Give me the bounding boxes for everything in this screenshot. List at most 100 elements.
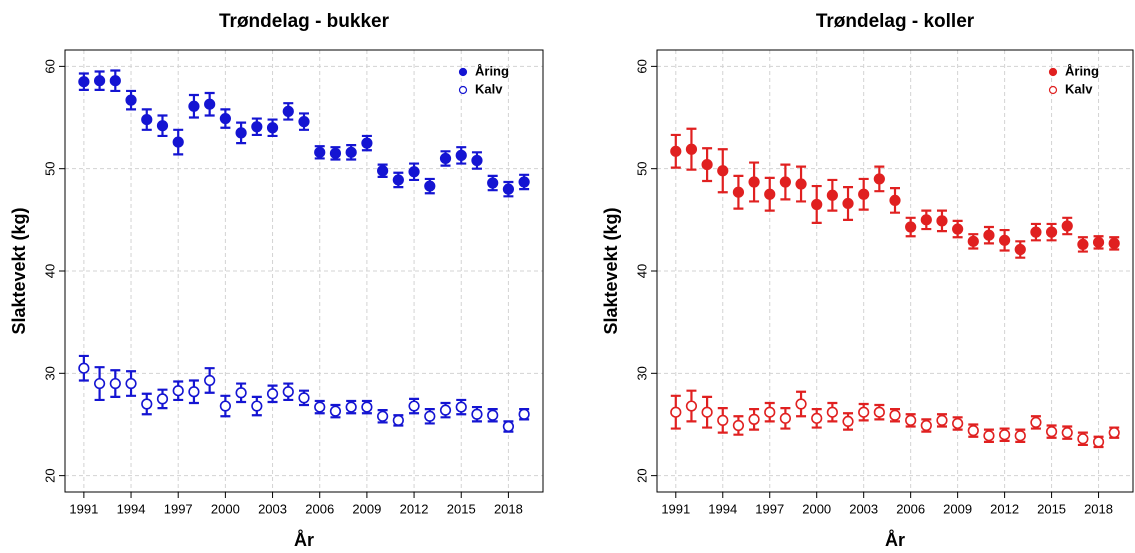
x-tick-label: 1994 <box>708 501 737 516</box>
y-axis-label: Slaktevekt (kg) <box>601 207 621 334</box>
point <box>172 385 184 397</box>
point <box>811 198 823 211</box>
point <box>999 429 1011 441</box>
point <box>502 420 515 433</box>
point <box>873 173 885 185</box>
legend-marker <box>1048 85 1058 95</box>
point <box>670 406 682 418</box>
chart-title: Trøndelag - bukker <box>219 11 390 32</box>
point <box>795 398 807 410</box>
x-tick-label: 2012 <box>400 501 429 516</box>
point <box>204 98 216 110</box>
point <box>141 113 153 126</box>
point <box>502 183 515 195</box>
x-tick-label: 2018 <box>1084 501 1113 516</box>
x-tick-label: 2003 <box>849 501 878 516</box>
point <box>314 401 326 413</box>
point <box>858 188 870 200</box>
y-axis-label: Slaktevekt (kg) <box>9 207 29 334</box>
point <box>920 214 932 226</box>
legend-marker <box>458 85 468 95</box>
point <box>235 127 247 139</box>
point <box>889 409 901 421</box>
legend-label: Åring <box>475 63 509 78</box>
point <box>125 377 137 390</box>
point <box>329 405 342 417</box>
point <box>967 425 979 437</box>
point <box>764 188 776 200</box>
point <box>685 400 698 412</box>
point <box>999 234 1011 246</box>
point <box>1092 436 1105 448</box>
x-tick-label: 2003 <box>258 501 287 516</box>
y-tick-label: 60 <box>42 59 57 73</box>
y-tick-label: 40 <box>42 264 57 278</box>
x-tick-label: 1991 <box>69 501 98 516</box>
point <box>125 94 137 106</box>
point <box>156 120 169 132</box>
point <box>811 412 823 424</box>
point <box>952 223 964 235</box>
point <box>518 408 530 420</box>
point <box>424 410 436 422</box>
point <box>361 401 373 413</box>
point <box>377 410 389 422</box>
point <box>717 165 729 177</box>
x-tick-label: 2000 <box>802 501 831 516</box>
y-tick-label: 50 <box>634 161 649 175</box>
point <box>717 414 729 426</box>
point <box>1108 237 1120 249</box>
x-tick-label: 2015 <box>1037 501 1066 516</box>
point <box>345 401 357 413</box>
point <box>282 105 294 117</box>
point <box>93 75 106 87</box>
x-tick-label: 2015 <box>447 501 476 516</box>
point <box>732 186 745 198</box>
point <box>1030 226 1042 238</box>
y-tick-label: 20 <box>42 468 57 482</box>
plot-frame <box>656 49 1134 493</box>
point <box>701 406 713 418</box>
chart-title: Trøndelag - koller <box>816 11 975 32</box>
point <box>748 413 760 425</box>
point <box>439 404 452 416</box>
legend-label: Kalv <box>1065 81 1093 96</box>
point <box>219 400 231 412</box>
point <box>826 189 838 201</box>
x-tick-label: 2018 <box>494 501 523 516</box>
point <box>377 165 389 177</box>
point <box>952 417 964 430</box>
point <box>889 194 901 207</box>
y-tick-label: 60 <box>634 59 649 73</box>
point <box>392 414 404 426</box>
x-tick-label: 1997 <box>755 501 784 516</box>
point <box>795 178 807 190</box>
point <box>78 76 90 88</box>
point <box>1061 427 1073 439</box>
y-tick-label: 30 <box>634 366 649 380</box>
point <box>685 143 698 155</box>
point <box>826 406 838 418</box>
plot-frame <box>64 49 544 493</box>
point <box>842 197 854 210</box>
point <box>1014 243 1026 256</box>
legend-label: Åring <box>1065 63 1099 78</box>
point <box>93 377 106 390</box>
point <box>1061 220 1073 232</box>
x-tick-label: 2009 <box>352 501 381 516</box>
y-tick-label: 30 <box>42 366 57 380</box>
x-axis-label: År <box>885 530 905 550</box>
point <box>329 147 342 159</box>
x-tick-label: 1994 <box>117 501 146 516</box>
point <box>1045 426 1058 438</box>
point <box>361 137 373 149</box>
point <box>873 406 885 418</box>
point <box>1030 416 1042 429</box>
point <box>408 400 420 412</box>
point <box>298 116 310 128</box>
point <box>842 415 854 428</box>
point <box>424 180 436 192</box>
point <box>920 419 932 432</box>
point <box>345 146 357 158</box>
